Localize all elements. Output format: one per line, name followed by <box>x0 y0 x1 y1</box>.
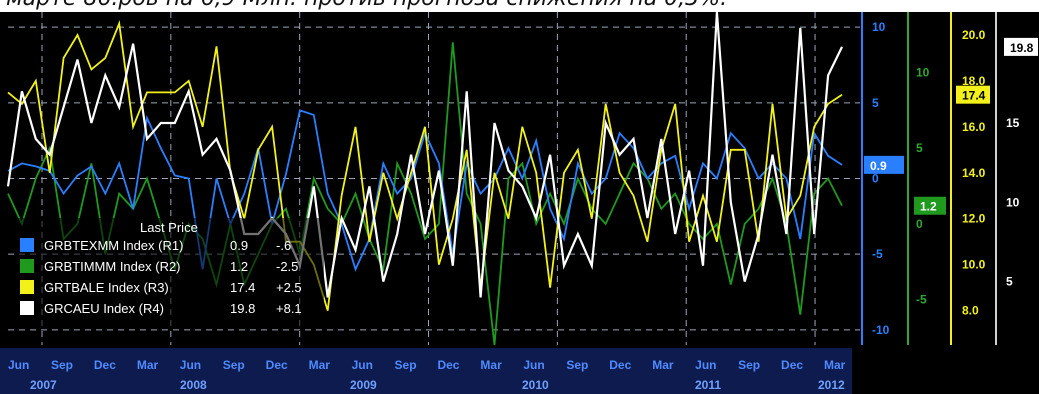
x-axis-band <box>0 348 852 394</box>
last-tag-r2: 1.2 <box>920 200 937 214</box>
x-year-label: 2012 <box>818 378 845 392</box>
tick-label-r4: 10 <box>1006 195 1020 209</box>
legend-series-name: GRBTIMMM Index (R2) <box>44 259 181 274</box>
last-tag-r3-bg <box>956 85 990 104</box>
tick-label-r4: 5 <box>1006 275 1013 289</box>
last-tag-r3: 17.4 <box>962 89 986 103</box>
tick-label-r3: 10.0 <box>962 258 986 272</box>
legend-swatch <box>20 259 34 273</box>
x-year-label: 2008 <box>180 378 207 392</box>
tick-label-r4: 15 <box>1006 116 1020 130</box>
tick-label-r2: 0 <box>916 217 923 231</box>
tick-label-r1: 10 <box>872 20 886 34</box>
x-year-label: 2010 <box>522 378 549 392</box>
legend-last-value: 0.9 <box>230 238 248 253</box>
legend-series-name: GRCAEU Index (R4) <box>44 301 164 316</box>
legend-title: Last Price <box>140 220 198 235</box>
x-month-label: Mar <box>652 358 674 372</box>
x-month-label: Jun <box>523 358 544 372</box>
tick-label-r3: 8.0 <box>962 304 979 318</box>
legend-swatch <box>20 301 34 315</box>
last-tag-r1-bg <box>864 155 904 174</box>
series-line-2 <box>7 42 843 346</box>
legend-change-value: -.6 <box>276 238 291 253</box>
legend-series-name: GRTBALE Index (R3) <box>44 280 169 295</box>
series-line-3 <box>7 20 843 311</box>
x-month-label: Mar <box>480 358 502 372</box>
x-month-label: Mar <box>824 358 846 372</box>
tick-label-r3: 18.0 <box>962 74 986 88</box>
last-tag-r4: 19.8 <box>1010 41 1034 55</box>
x-month-label: Sep <box>223 358 245 372</box>
x-month-label: Jun <box>180 358 201 372</box>
tick-label-r1: -5 <box>872 247 883 261</box>
x-month-label: Sep <box>51 358 73 372</box>
last-tag-r2-bg <box>914 196 946 215</box>
tick-label-r2: 10 <box>916 66 930 80</box>
legend-change-value: +8.1 <box>276 301 302 316</box>
legend-series-name: GRBTEXMM Index (R1) <box>44 238 183 253</box>
tick-label-r1: 5 <box>872 96 879 110</box>
x-month-label: Dec <box>781 358 803 372</box>
x-year-label: 2007 <box>30 378 57 392</box>
last-tag-r1: 0.9 <box>870 159 887 173</box>
x-month-label: Dec <box>437 358 459 372</box>
x-month-label: Jun <box>8 358 29 372</box>
legend-swatch <box>20 238 34 252</box>
x-month-label: Sep <box>738 358 760 372</box>
legend-swatch <box>20 280 34 294</box>
x-month-label: Jun <box>695 358 716 372</box>
tick-label-r2: 5 <box>916 141 923 155</box>
series-line-4 <box>6 11 843 298</box>
x-month-label: Jun <box>352 358 373 372</box>
tick-label-r3: 20.0 <box>962 28 986 42</box>
legend-last-value: 17.4 <box>230 280 255 295</box>
tick-label-r3: 16.0 <box>962 120 986 134</box>
x-year-label: 2011 <box>695 378 721 392</box>
caption-text: марте 86.ров на 6,9 Млн. против прогноза… <box>6 0 727 11</box>
series-layer <box>6 11 843 346</box>
last-tag-r4-bg <box>1004 37 1038 56</box>
legend-background <box>14 218 324 326</box>
x-month-label: Sep <box>566 358 588 372</box>
tick-label-r2: -5 <box>916 293 927 307</box>
tick-label-r3: 12.0 <box>962 212 986 226</box>
x-month-label: Sep <box>395 358 417 372</box>
x-year-label: 2009 <box>350 378 377 392</box>
legend-last-value: 19.8 <box>230 301 255 316</box>
legend-last-value: 1.2 <box>230 259 248 274</box>
x-axis: Jun Sep Dec Mar Jun Sep Dec Mar Jun Sep Dec Mar Jun S… <box>0 348 852 394</box>
legend-change-value: +2.5 <box>276 280 302 295</box>
x-month-label: Dec <box>94 358 116 372</box>
axis-layer: 10 5 0 -5 -10 10 5 0 -5 20.0 18.0 16.0 14.0 12.0 10.0 8… <box>861 12 1038 345</box>
tick-label-r1: 0 <box>872 172 879 186</box>
tick-label-r3: 14.0 <box>962 166 986 180</box>
x-month-label: Mar <box>309 358 331 372</box>
legend: Last Price GRBTEXMM Index (R1) 0.9 -.6 GRBT… <box>14 218 324 326</box>
tick-label-r1: -10 <box>872 323 890 337</box>
x-month-label: Dec <box>609 358 631 372</box>
x-month-label: Mar <box>137 358 159 372</box>
legend-change-value: -2.5 <box>276 259 298 274</box>
x-month-label: Dec <box>266 358 288 372</box>
